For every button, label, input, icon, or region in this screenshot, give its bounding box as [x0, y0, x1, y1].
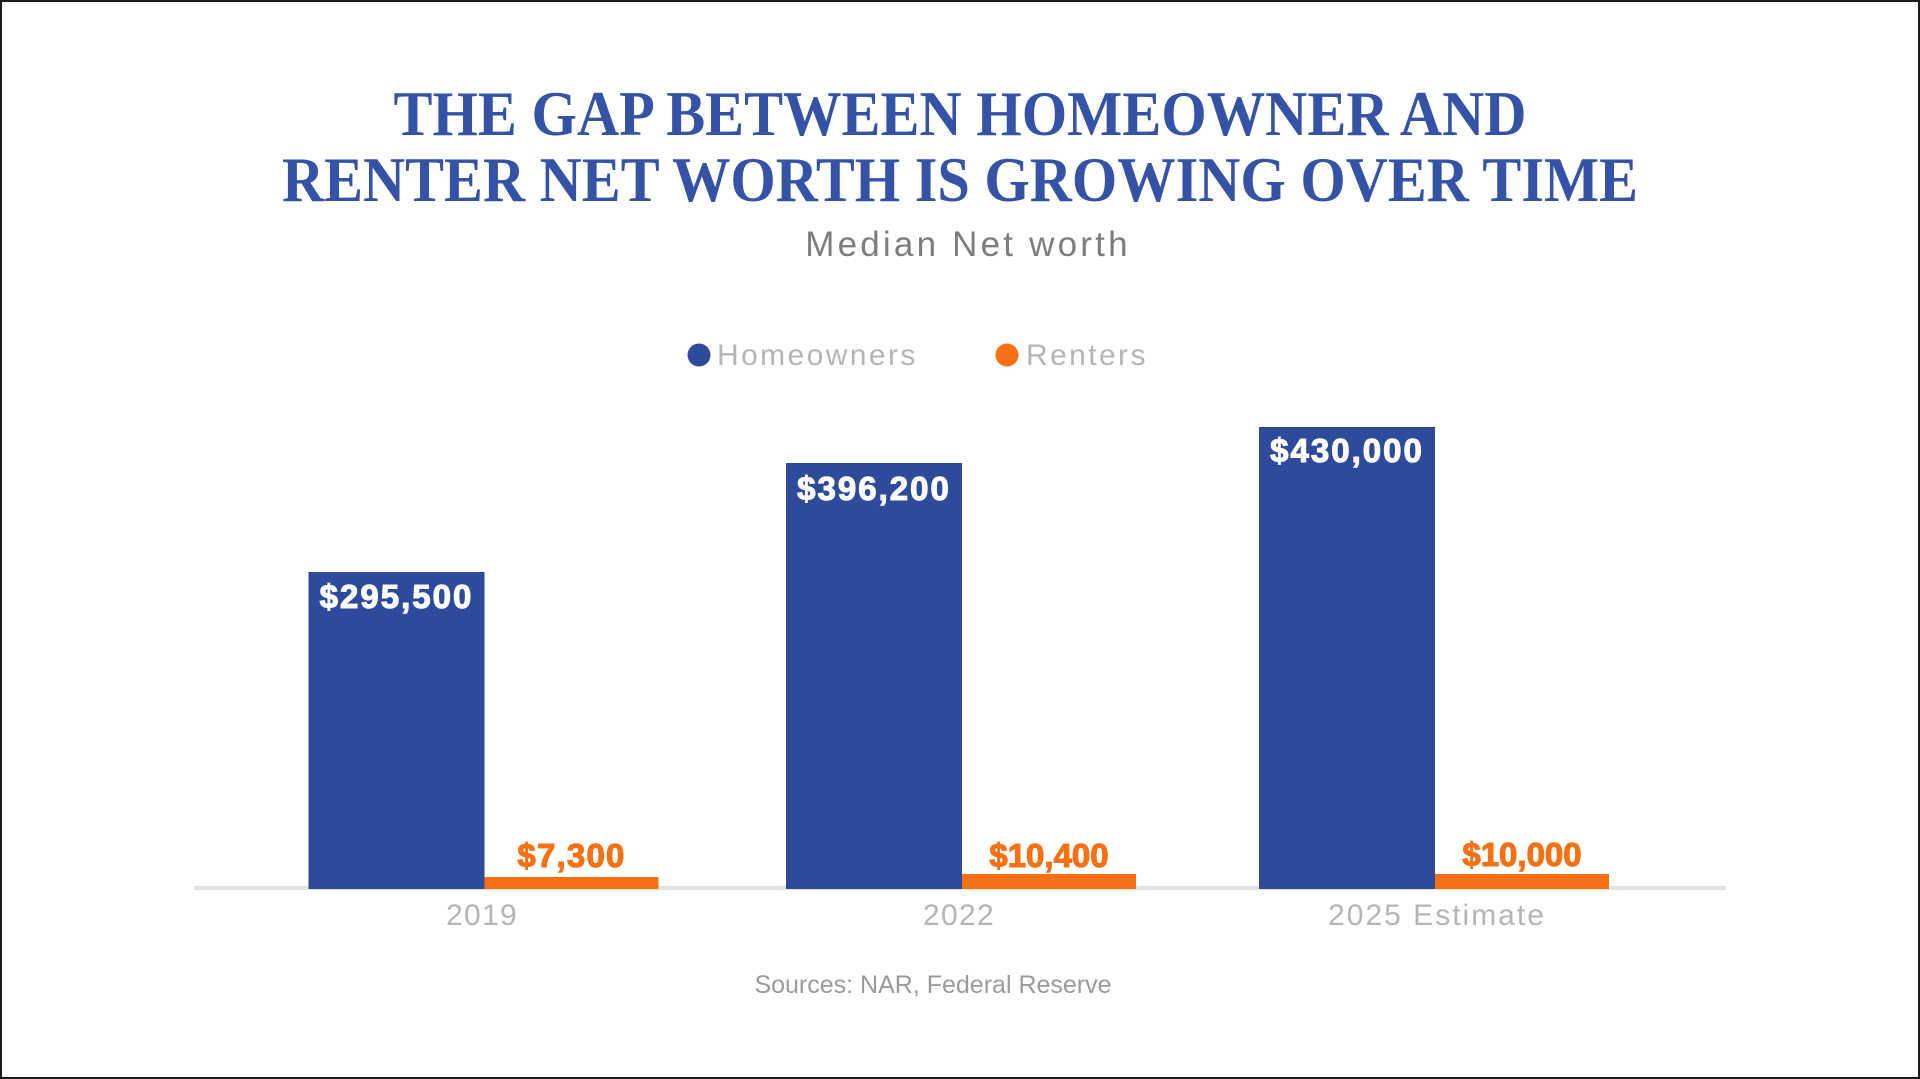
svg-text:Homeowners: Homeowners — [717, 339, 918, 372]
svg-text:$7,300: $7,300 — [517, 837, 625, 874]
svg-text:THE GAP BETWEEN HOMEOWNER AND: THE GAP BETWEEN HOMEOWNER AND — [394, 79, 1527, 149]
svg-text:$295,500: $295,500 — [320, 578, 474, 615]
svg-text:2022: 2022 — [923, 899, 995, 932]
svg-text:$430,000: $430,000 — [1270, 432, 1424, 469]
svg-text:2019: 2019 — [446, 899, 518, 932]
svg-text:Renters: Renters — [1026, 339, 1148, 372]
svg-text:$396,200: $396,200 — [797, 470, 951, 507]
svg-text:$10,400: $10,400 — [989, 837, 1108, 874]
svg-text:2025 Estimate: 2025 Estimate — [1328, 899, 1546, 932]
svg-text:$10,000: $10,000 — [1462, 836, 1581, 873]
svg-text:Median Net worth: Median Net worth — [805, 225, 1131, 264]
svg-text:Sources: NAR, Federal Reserve: Sources: NAR, Federal Reserve — [754, 971, 1111, 999]
svg-text:RENTER NET WORTH IS GROWING OV: RENTER NET WORTH IS GROWING OVER TIME — [282, 145, 1638, 215]
